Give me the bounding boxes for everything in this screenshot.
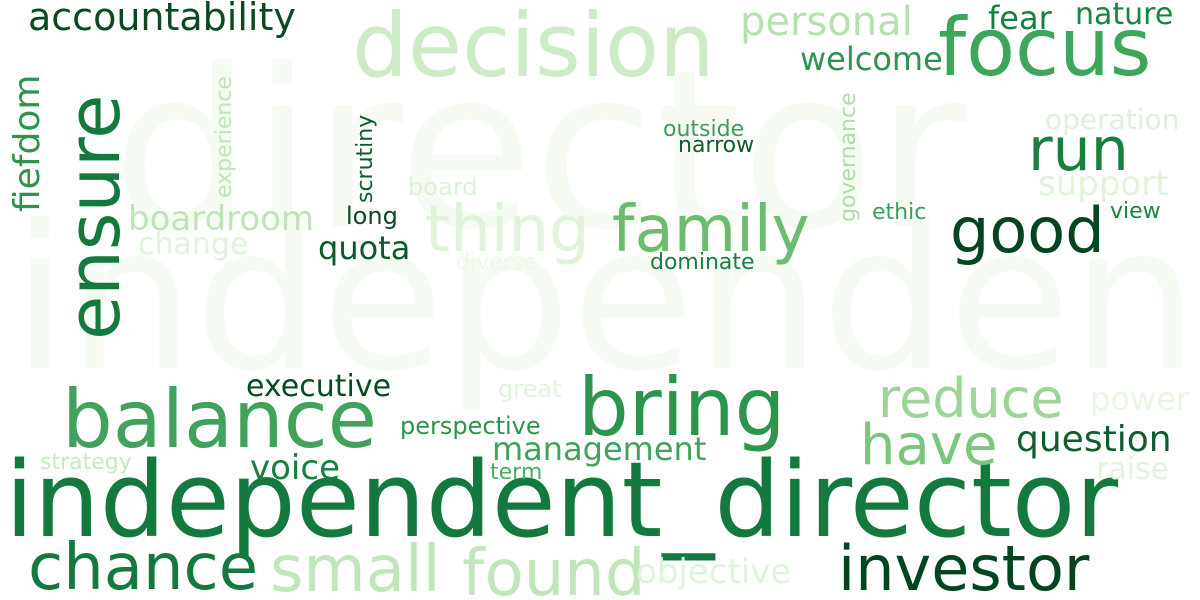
word-personal: personal xyxy=(740,0,913,45)
word-nature: nature xyxy=(1075,0,1174,32)
word-have: have xyxy=(860,413,998,478)
word-boardroom: boardroom xyxy=(128,199,315,239)
word-quota: quota xyxy=(318,229,411,267)
word-independent-director: independent_director xyxy=(5,439,1119,561)
word-ensure: ensure xyxy=(52,94,136,340)
word-scrutiny: scrutiny xyxy=(353,114,378,203)
word-change: change xyxy=(138,227,249,262)
word-narrow: narrow xyxy=(678,133,755,158)
word-question: question xyxy=(1016,419,1172,460)
word-decision: decision xyxy=(352,0,715,97)
word-dominate: dominate xyxy=(650,250,755,275)
word-bring: bring xyxy=(578,361,786,454)
word-good: good xyxy=(950,194,1105,267)
word-independent: independent xyxy=(12,183,1200,416)
word-voice: voice xyxy=(250,448,340,488)
word-term: term xyxy=(490,460,543,485)
word-thing: thing xyxy=(425,193,590,267)
word-executive: executive xyxy=(246,369,392,404)
word-small: small xyxy=(270,533,441,600)
word-welcome: welcome xyxy=(800,40,943,78)
word-board: board xyxy=(408,173,478,201)
word-accountability: accountability xyxy=(28,0,296,39)
word-outside: outside xyxy=(663,117,745,142)
word-power: power xyxy=(1090,380,1189,418)
word-fear: fear xyxy=(988,0,1052,37)
word-objective: objective xyxy=(636,552,792,592)
word-investor: investor xyxy=(838,532,1090,600)
word-chance: chance xyxy=(28,531,259,600)
word-run: run xyxy=(1028,115,1129,185)
word-found: found xyxy=(462,537,646,600)
word-long: long xyxy=(346,202,398,230)
word-support: support xyxy=(1038,164,1169,204)
word-experience: experience xyxy=(212,76,237,198)
word-raise: raise xyxy=(1096,452,1170,487)
word-director: director xyxy=(112,22,967,278)
word-family: family xyxy=(612,193,810,267)
word-perspective: perspective xyxy=(400,412,541,440)
word-view: view xyxy=(1110,199,1161,224)
word-governance: governance xyxy=(836,92,861,222)
word-management: management xyxy=(492,430,707,468)
word-ethic: ethic xyxy=(872,200,927,225)
word-strategy: strategy xyxy=(40,450,132,475)
word-focus: focus xyxy=(938,1,1152,94)
word-fiefdom: fiefdom xyxy=(7,74,48,212)
word-great: great xyxy=(498,375,562,403)
word-diverse: diverse xyxy=(456,250,537,275)
word-operation: operation xyxy=(1045,103,1180,136)
word-balance: balance xyxy=(62,373,377,466)
word-reduce: reduce xyxy=(878,367,1064,430)
